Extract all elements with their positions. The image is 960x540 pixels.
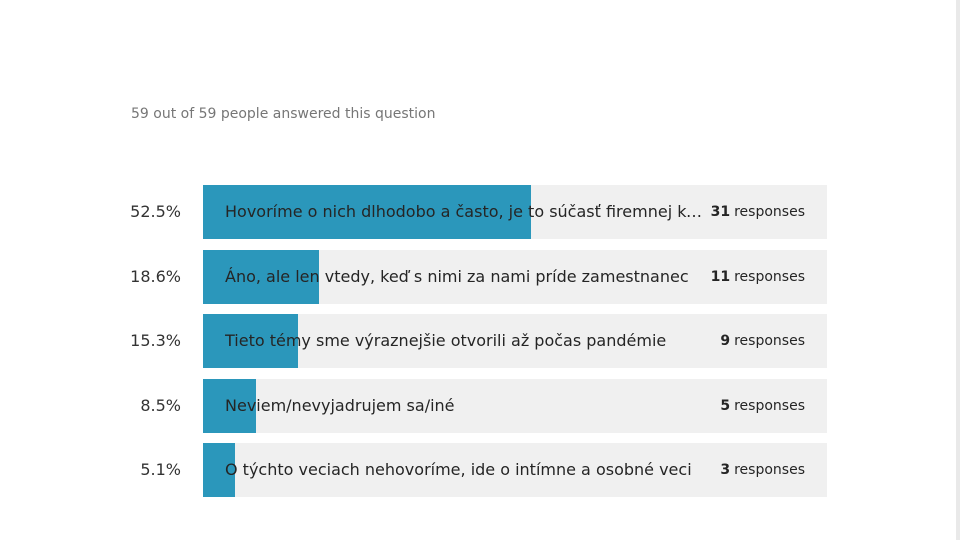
bar-track: Áno, ale len vtedy, keď s nimi za nami p… bbox=[203, 250, 827, 304]
percent-label: 8.5% bbox=[140, 396, 181, 415]
response-row: 15.3% Tieto témy sme výraznejšie otvorili… bbox=[0, 314, 960, 368]
percent-label: 52.5% bbox=[130, 202, 181, 221]
answer-summary: 59 out of 59 people answered this questi… bbox=[131, 106, 436, 122]
percent-label: 18.6% bbox=[130, 267, 181, 286]
bar-fill bbox=[203, 250, 320, 304]
responses-word: responses bbox=[734, 398, 805, 414]
response-row: 52.5% Hovoríme o nich dlhodobo a často, j… bbox=[0, 185, 960, 239]
answer-label: Áno, ale len vtedy, keď s nimi za nami p… bbox=[225, 267, 689, 286]
bar-fill bbox=[203, 379, 257, 433]
percent-label: 15.3% bbox=[130, 331, 181, 350]
response-row: 5.1% O týchto veciach nehovoríme, ide o i… bbox=[0, 443, 960, 497]
response-count-number: 5 bbox=[720, 398, 731, 414]
response-row: 18.6% Áno, ale len vtedy, keď s nimi za n… bbox=[0, 250, 960, 304]
response-count-number: 3 bbox=[720, 462, 731, 478]
answer-label: Hovoríme o nich dlhodobo a často, je to … bbox=[225, 202, 709, 221]
bar-track: O týchto veciach nehovoríme, ide o intím… bbox=[203, 443, 827, 497]
answer-label: Neviem/nevyjadrujem sa/iné bbox=[225, 396, 455, 415]
bar-fill bbox=[203, 314, 299, 368]
response-count: 3 responses bbox=[720, 443, 805, 497]
response-count-number: 9 bbox=[720, 333, 731, 349]
responses-word: responses bbox=[734, 204, 805, 220]
response-count-number: 31 bbox=[710, 204, 731, 220]
response-count: 11 responses bbox=[711, 250, 805, 304]
responses-word: responses bbox=[734, 462, 805, 478]
bar-track: Tieto témy sme výraznejšie otvorili až p… bbox=[203, 314, 827, 368]
responses-word: responses bbox=[734, 333, 805, 349]
bar-fill bbox=[203, 443, 235, 497]
responses-word: responses bbox=[734, 269, 805, 285]
answer-label: Tieto témy sme výraznejšie otvorili až p… bbox=[225, 331, 667, 350]
bar-track: Neviem/nevyjadrujem sa/iné 5 responses bbox=[203, 379, 827, 433]
bar-track: Hovoríme o nich dlhodobo a často, je to … bbox=[203, 185, 827, 239]
response-row: 8.5% Neviem/nevyjadrujem sa/iné 5 responses bbox=[0, 379, 960, 433]
percent-label: 5.1% bbox=[140, 460, 181, 479]
answer-label: O týchto veciach nehovoríme, ide o intím… bbox=[225, 460, 692, 479]
response-count: 31 responses bbox=[711, 185, 805, 239]
response-count: 9 responses bbox=[720, 314, 805, 368]
bar-fill bbox=[203, 185, 531, 239]
response-count: 5 responses bbox=[720, 379, 805, 433]
right-edge-divider bbox=[956, 0, 960, 540]
response-count-number: 11 bbox=[710, 269, 731, 285]
